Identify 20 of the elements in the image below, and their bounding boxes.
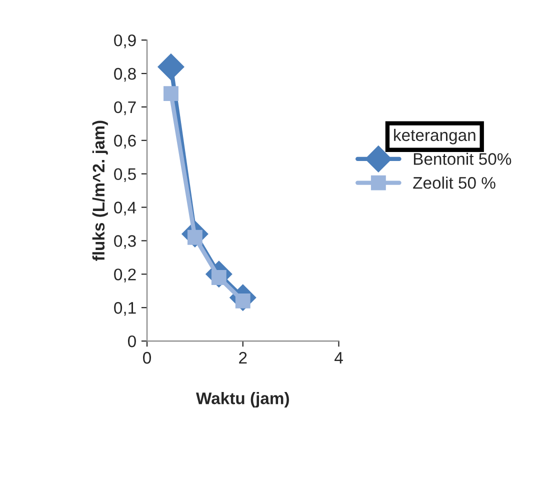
y-tick-label: 0,5 <box>114 168 136 182</box>
y-axis-title: fluks (L/m^2. jam) <box>92 120 108 261</box>
point <box>158 54 184 80</box>
y-tick-label: 0,8 <box>114 68 136 82</box>
x-axis-title: Waktu (jam) <box>196 392 289 408</box>
legend-label: Zeolit 50 % <box>413 176 496 189</box>
y-tick-label: 0,6 <box>114 134 136 149</box>
y-tick-label: 0,3 <box>114 235 136 249</box>
x-tick-label: 0 <box>143 352 151 364</box>
x-tick-label: 4 <box>334 352 343 364</box>
point <box>164 86 178 102</box>
y-tick-label: 0 <box>128 335 136 348</box>
y-tick-label: 0,9 <box>114 34 136 48</box>
y-tick-label: 0,4 <box>114 202 136 216</box>
y-tick-label: 0,2 <box>114 268 136 282</box>
y-tick-label: 0,1 <box>114 302 136 316</box>
legend-label: Bentonit 50% <box>414 152 512 165</box>
legend-title: keterangan <box>394 128 476 144</box>
x-tick-label: 2 <box>239 352 247 364</box>
y-tick-label: 0,7 <box>114 101 136 116</box>
